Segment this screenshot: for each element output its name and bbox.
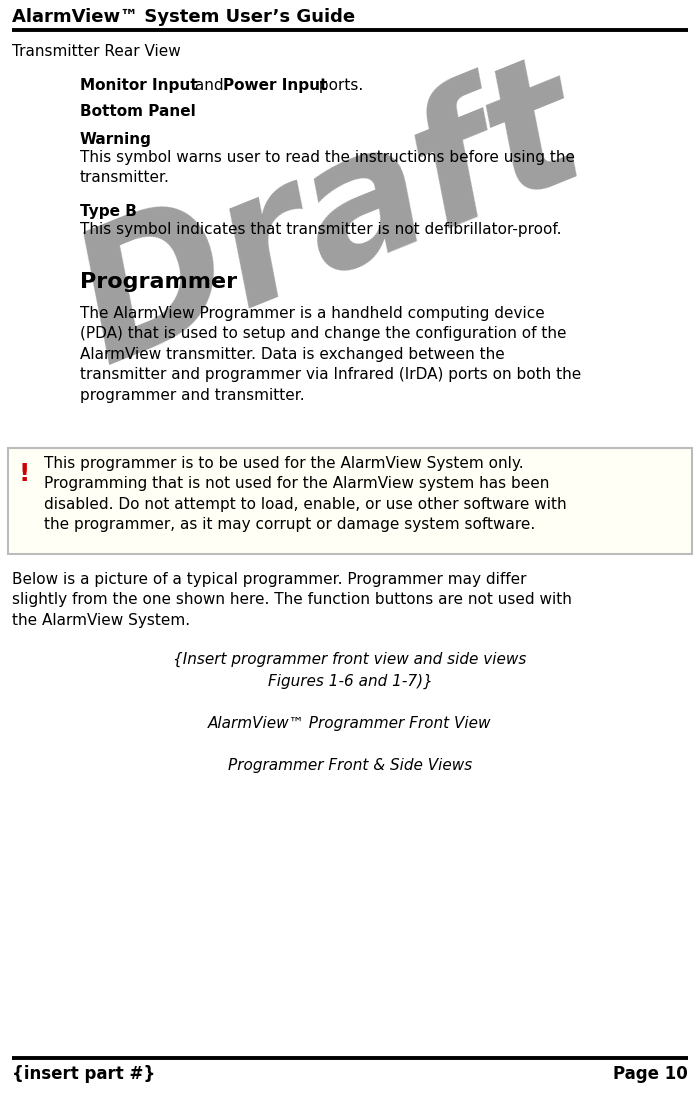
Text: Programmer: Programmer xyxy=(80,272,237,292)
Text: Draft: Draft xyxy=(53,39,606,400)
Text: Type B: Type B xyxy=(80,204,137,219)
Text: !: ! xyxy=(18,462,29,486)
Text: Warning: Warning xyxy=(80,132,152,147)
Text: The AlarmView Programmer is a handheld computing device
(PDA) that is used to se: The AlarmView Programmer is a handheld c… xyxy=(80,306,581,403)
Text: Programmer Front & Side Views: Programmer Front & Side Views xyxy=(228,758,472,773)
Text: This programmer is to be used for the AlarmView System only.
Programming that is: This programmer is to be used for the Al… xyxy=(44,456,566,532)
Text: and: and xyxy=(190,78,228,93)
Text: Below is a picture of a typical programmer. Programmer may differ
slightly from : Below is a picture of a typical programm… xyxy=(12,572,572,627)
Text: Power Input: Power Input xyxy=(223,78,328,93)
FancyBboxPatch shape xyxy=(8,448,692,554)
Text: Monitor Input: Monitor Input xyxy=(80,78,197,93)
Text: This symbol indicates that transmitter is not defibrillator-proof.: This symbol indicates that transmitter i… xyxy=(80,222,561,237)
Text: {Insert programmer front view and side views
Figures 1-6 and 1-7)}: {Insert programmer front view and side v… xyxy=(174,652,526,689)
Text: This symbol warns user to read the instructions before using the
transmitter.: This symbol warns user to read the instr… xyxy=(80,150,575,185)
Text: AlarmView™ System User’s Guide: AlarmView™ System User’s Guide xyxy=(12,8,355,26)
Text: AlarmView™ Programmer Front View: AlarmView™ Programmer Front View xyxy=(209,716,491,731)
Text: Page 10: Page 10 xyxy=(613,1065,688,1083)
Text: ports.: ports. xyxy=(314,78,363,93)
Text: {insert part #}: {insert part #} xyxy=(12,1065,155,1083)
Text: Transmitter Rear View: Transmitter Rear View xyxy=(12,44,181,59)
Text: Bottom Panel: Bottom Panel xyxy=(80,104,196,118)
